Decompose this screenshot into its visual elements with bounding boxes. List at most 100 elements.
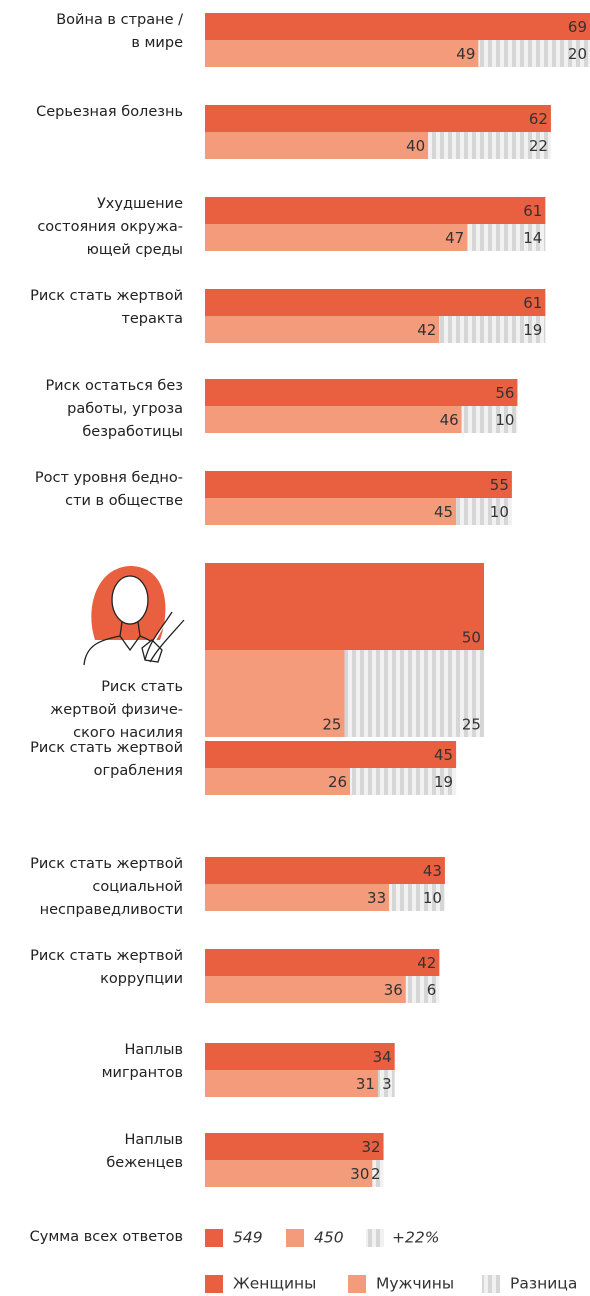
category-label: Риск стать жертвой коррупции: [30, 948, 183, 987]
bar-women: [205, 741, 457, 768]
legend-swatch: [348, 1275, 366, 1293]
woman-icon: [83, 566, 185, 666]
bar-difference: [377, 1070, 395, 1097]
totals-value: 549: [233, 1229, 263, 1247]
category-label: Наплыв мигрантов: [101, 1042, 183, 1081]
category-label: Риск стать жертвой теракта: [30, 288, 183, 327]
value-label: 31: [356, 1075, 375, 1093]
bar-men: [205, 132, 429, 159]
value-label: 47: [445, 229, 464, 247]
value-label: 45: [434, 503, 453, 521]
bar-difference: [389, 884, 445, 911]
value-label: 20: [568, 45, 587, 63]
value-label: 42: [417, 954, 436, 972]
value-label: 25: [322, 716, 341, 734]
value-label: 49: [456, 45, 475, 63]
bar-women: [205, 949, 440, 976]
category-label: Риск стать жертвой ограбления: [30, 740, 183, 779]
bar-difference: [461, 406, 518, 433]
value-label: 42: [417, 321, 436, 339]
value-label: 45: [434, 746, 453, 764]
category-label: Наплыв беженцев: [106, 1132, 183, 1171]
value-label: 55: [490, 476, 509, 494]
value-label: 26: [328, 773, 347, 791]
bar-men: [205, 40, 479, 67]
bar-difference: [478, 40, 590, 67]
legend-swatch: [205, 1275, 223, 1293]
bar-women: [205, 857, 445, 884]
category-label: Риск остаться без работы, угроза безрабо…: [45, 378, 183, 440]
bar-men: [205, 406, 462, 433]
bar-women: [205, 1133, 384, 1160]
bar-men: [205, 498, 457, 525]
value-label: 56: [495, 384, 514, 402]
value-label: 32: [361, 1138, 380, 1156]
totals-swatch: [366, 1229, 384, 1247]
totals-value: +22%: [392, 1229, 439, 1247]
category-label: Риск стать жертвой физиче- ского насилия: [50, 679, 183, 741]
value-label: 62: [529, 110, 548, 128]
value-label: 25: [462, 716, 481, 734]
bar-difference: [344, 650, 484, 737]
bar-difference: [439, 316, 546, 343]
legend-label: Женщины: [233, 1275, 316, 1293]
bar-men: [205, 316, 440, 343]
legend-swatch: [482, 1275, 500, 1293]
bar-women: [205, 379, 518, 406]
value-label: 43: [423, 862, 442, 880]
value-label: 46: [440, 411, 459, 429]
bar-difference: [372, 1160, 384, 1187]
value-label: 22: [529, 137, 548, 155]
value-label: 40: [406, 137, 425, 155]
bar-men: [205, 976, 406, 1003]
value-label: 10: [423, 889, 442, 907]
bar-men: [205, 768, 351, 795]
totals-label: Сумма всех ответов: [29, 1229, 183, 1245]
bar-men: [205, 1070, 378, 1097]
bar-difference: [428, 132, 551, 159]
bar-women: [205, 105, 551, 132]
totals-swatch: [286, 1229, 304, 1247]
value-label: 3: [382, 1075, 392, 1093]
value-label: 10: [490, 503, 509, 521]
bar-men: [205, 884, 390, 911]
bar-women: [205, 563, 484, 650]
bar-men: [205, 1160, 373, 1187]
legend-label: Разница: [510, 1275, 577, 1293]
category-label: Риск стать жертвой социальной несправедл…: [30, 856, 183, 918]
value-label: 61: [523, 202, 542, 220]
category-label: Серьезная болезнь: [36, 104, 183, 120]
bar-women: [205, 13, 590, 40]
value-label: 34: [373, 1048, 392, 1066]
value-label: 2: [371, 1165, 381, 1183]
bar-women: [205, 289, 546, 316]
bar-difference: [456, 498, 512, 525]
value-label: 30: [350, 1165, 369, 1183]
bar-women: [205, 471, 512, 498]
value-label: 19: [523, 321, 542, 339]
totals-value: 450: [314, 1229, 344, 1247]
bar-difference: [350, 768, 457, 795]
value-label: 50: [462, 629, 481, 647]
bar-men: [205, 224, 468, 251]
value-label: 61: [523, 294, 542, 312]
value-label: 10: [495, 411, 514, 429]
bar-difference: [405, 976, 440, 1003]
bar-women: [205, 1043, 395, 1070]
totals-swatch: [205, 1229, 223, 1247]
value-label: 19: [434, 773, 453, 791]
value-label: 33: [367, 889, 386, 907]
bar-women: [205, 197, 546, 224]
category-label: Ухудшение состояния окружа- ющей среды: [37, 196, 183, 258]
category-label: Война в стране / в мире: [56, 12, 183, 51]
legend-label: Мужчины: [376, 1275, 454, 1293]
value-label: 14: [523, 229, 542, 247]
category-label: Рост уровня бедно- сти в обществе: [34, 470, 183, 509]
value-label: 69: [568, 18, 587, 36]
bar-men: [205, 650, 345, 737]
bar-difference: [467, 224, 546, 251]
value-label: 6: [427, 981, 437, 999]
value-label: 36: [384, 981, 403, 999]
